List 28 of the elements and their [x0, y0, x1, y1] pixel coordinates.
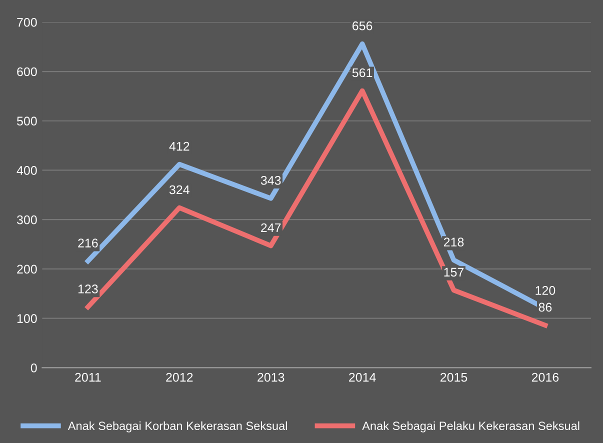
data-label: 412	[169, 142, 190, 151]
data-label: 561	[352, 68, 372, 78]
data-label: 216	[78, 238, 98, 248]
x-tick-label: 2015	[440, 372, 468, 382]
data-label: 120	[536, 286, 556, 295]
x-tick-label: 2011	[75, 372, 101, 382]
data-label: 157	[444, 268, 464, 277]
data-label: 656	[352, 21, 372, 30]
data-label: 86	[538, 302, 552, 312]
x-tick-label: 2013	[258, 372, 284, 382]
y-tick-label: 100	[17, 314, 37, 323]
x-tick-label: 2014	[349, 372, 376, 382]
y-tick-label: 600	[17, 67, 37, 76]
data-label: 218	[444, 238, 464, 246]
data-label: 123	[78, 284, 98, 294]
data-label: 324	[169, 185, 190, 194]
y-tick-label: 300	[16, 215, 37, 224]
legend-label: Anak Sebagai Pelaku Kekerasan Seksual	[362, 421, 580, 432]
y-tick-label: 500	[16, 116, 37, 126]
y-tick-label: 700	[17, 18, 37, 27]
x-tick-label: 2016	[532, 372, 559, 382]
y-tick-label: 200	[17, 264, 37, 274]
x-tick-label: 2012	[166, 372, 193, 382]
y-tick-label: 400	[16, 166, 37, 175]
legend-label: Anak Sebagai Korban Kekerasan Seksual	[68, 421, 287, 432]
y-tick-label: 0	[30, 363, 37, 372]
data-label: 247	[261, 223, 281, 232]
data-label: 343	[260, 176, 281, 185]
